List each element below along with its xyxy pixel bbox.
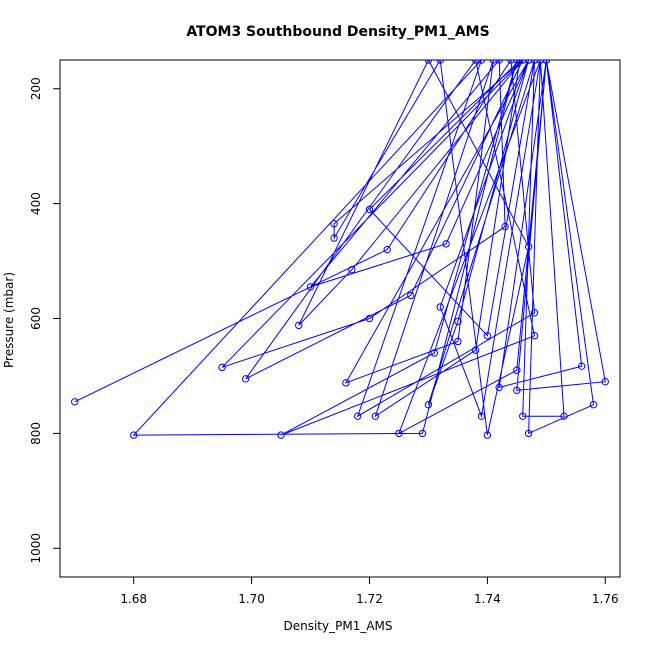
data-point [241, 375, 250, 383]
data-point [513, 366, 521, 374]
data-point [348, 265, 356, 274]
data-point [353, 412, 362, 420]
data-point [495, 383, 503, 392]
x-tick-label: 1.68 [120, 592, 147, 606]
y-tick-label: 400 [29, 192, 43, 215]
data-point [436, 303, 444, 311]
data-point [524, 429, 533, 438]
data-point [536, 60, 545, 64]
data-point [330, 234, 338, 242]
data-point [306, 283, 315, 291]
x-tick-label: 1.70 [238, 592, 265, 606]
data-point [589, 400, 598, 409]
data-point [371, 412, 380, 420]
x-tick-label: 1.74 [474, 592, 501, 606]
series-layer [71, 60, 609, 439]
data-point [424, 60, 433, 64]
data-point [601, 377, 609, 386]
data-point [383, 245, 391, 254]
y-tick-label: 800 [29, 422, 43, 445]
data-point [342, 379, 350, 387]
data-point [477, 60, 486, 64]
y-axis-label: Pressure (mbar) [2, 272, 16, 368]
x-tick-label: 1.72 [356, 592, 383, 606]
data-point [542, 60, 551, 64]
data-point [507, 60, 515, 64]
data-point [454, 317, 462, 326]
data-point [519, 412, 527, 420]
data-point [442, 240, 450, 248]
data-point [560, 412, 568, 420]
data-point [524, 60, 533, 64]
data-point [489, 60, 497, 64]
data-point [418, 429, 427, 438]
data-point [330, 220, 338, 228]
data-point [218, 363, 226, 372]
data-point [519, 60, 527, 64]
data-point [277, 431, 285, 439]
data-point [436, 60, 444, 64]
data-point [477, 412, 486, 420]
data-point [513, 386, 521, 395]
data-point [516, 60, 524, 64]
data-point [430, 349, 439, 357]
data-point [129, 431, 138, 439]
y-axis: 200 400 600 800 1000 [29, 77, 60, 564]
x-axis: 1.68 1.70 1.72 1.74 1.76 [120, 577, 619, 606]
data-point [483, 431, 492, 439]
plot-frame [59, 59, 621, 578]
y-tick-label: 200 [29, 77, 43, 100]
data-point [295, 321, 303, 330]
data-point [365, 314, 374, 323]
data-point [501, 222, 509, 231]
data-point [395, 429, 403, 438]
data-point [530, 309, 539, 317]
series-line [74, 60, 606, 436]
data-point [407, 291, 415, 300]
data-point [71, 398, 79, 406]
data-point [471, 60, 480, 64]
y-tick-label: 1000 [29, 533, 43, 564]
data-point [454, 337, 462, 346]
data-point [530, 332, 539, 340]
y-tick-label: 600 [29, 307, 43, 330]
data-point [471, 346, 480, 354]
data-point [577, 362, 586, 370]
x-axis-label: Density_PM1_AMS [283, 619, 392, 633]
chart-title: ATOM3 Southbound Density_PM1_AMS [186, 24, 489, 40]
data-point [424, 400, 433, 409]
data-point [524, 242, 533, 251]
data-point [483, 332, 492, 340]
data-point [530, 60, 539, 64]
x-tick-label: 1.76 [592, 592, 619, 606]
series-group [71, 60, 609, 439]
data-point [513, 60, 521, 64]
data-point [365, 205, 374, 214]
data-point [495, 60, 503, 64]
